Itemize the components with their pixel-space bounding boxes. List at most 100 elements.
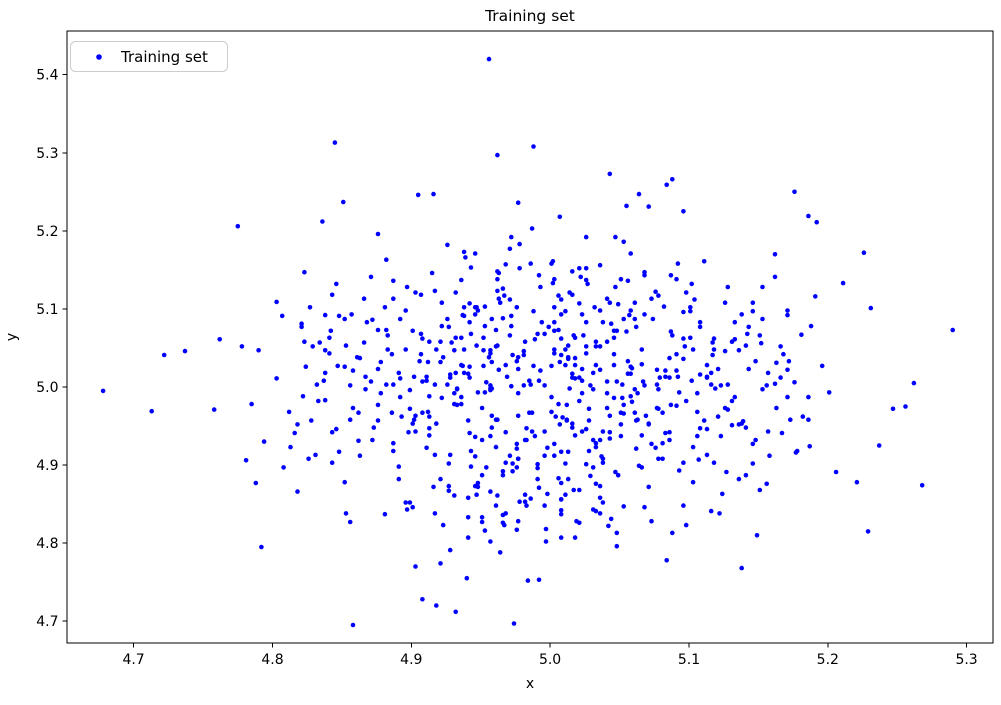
- data-point: [474, 492, 479, 498]
- data-point: [431, 191, 436, 197]
- data-point: [503, 262, 509, 267]
- data-point: [550, 280, 556, 286]
- data-point: [546, 324, 551, 330]
- data-point: [785, 312, 790, 318]
- data-point: [868, 305, 874, 311]
- data-point: [604, 390, 610, 396]
- data-point: [604, 405, 610, 411]
- data-point: [434, 421, 439, 426]
- data-point: [536, 485, 542, 491]
- data-point: [322, 348, 328, 353]
- data-point: [399, 414, 404, 419]
- data-point: [558, 312, 564, 317]
- data-point: [736, 348, 742, 353]
- data-point: [613, 234, 618, 240]
- data-point: [743, 425, 749, 430]
- data-point: [607, 413, 613, 419]
- data-point: [391, 448, 396, 454]
- data-point: [632, 387, 638, 392]
- data-point: [495, 152, 500, 158]
- data-point: [581, 333, 586, 338]
- data-point: [654, 367, 660, 373]
- data-point: [597, 308, 603, 313]
- data-point: [389, 351, 395, 357]
- data-point: [334, 426, 339, 432]
- data-point: [482, 323, 488, 329]
- data-point: [653, 445, 658, 451]
- legend-label: Training set: [120, 48, 208, 66]
- data-point: [524, 426, 529, 431]
- data-point: [479, 472, 485, 478]
- data-point: [321, 378, 327, 384]
- data-point: [600, 456, 606, 462]
- data-point: [472, 251, 478, 256]
- data-point: [446, 324, 452, 330]
- data-point: [549, 409, 554, 415]
- data-point: [261, 439, 267, 444]
- data-point: [579, 366, 585, 372]
- y-tick-label: 4.8: [36, 536, 58, 552]
- x-tick-label: 4.7: [122, 652, 144, 668]
- data-point: [286, 409, 292, 415]
- data-point: [704, 426, 710, 432]
- data-point: [404, 507, 410, 512]
- data-point: [493, 444, 499, 450]
- data-point: [500, 316, 506, 321]
- data-point: [633, 418, 639, 423]
- data-point: [507, 333, 513, 338]
- y-tick-label: 5.3: [36, 146, 58, 162]
- data-point: [563, 461, 568, 466]
- data-point: [739, 421, 744, 426]
- data-point: [663, 374, 668, 380]
- data-point: [563, 308, 568, 314]
- data-point: [656, 387, 661, 392]
- data-point: [307, 305, 313, 310]
- data-point: [663, 430, 668, 436]
- data-point: [660, 410, 665, 416]
- data-point: [806, 394, 811, 400]
- data-point: [514, 441, 520, 447]
- data-point: [765, 370, 771, 376]
- scatter-points: [100, 56, 955, 628]
- data-point: [334, 281, 339, 287]
- data-point: [299, 321, 304, 327]
- data-point: [495, 417, 500, 423]
- data-point: [778, 344, 783, 349]
- data-point: [482, 304, 488, 309]
- data-point: [583, 461, 589, 467]
- data-point: [510, 352, 515, 358]
- data-point: [819, 363, 825, 369]
- data-point: [363, 387, 368, 392]
- data-point: [650, 316, 656, 322]
- data-point: [447, 452, 453, 458]
- data-point: [681, 309, 686, 315]
- data-point: [792, 189, 797, 195]
- data-point: [681, 460, 686, 466]
- data-point: [438, 339, 443, 345]
- data-point: [572, 535, 578, 540]
- data-point: [445, 382, 450, 387]
- data-point: [653, 289, 658, 295]
- data-point: [424, 374, 429, 380]
- data-point: [500, 512, 506, 518]
- data-point: [396, 476, 402, 482]
- data-point: [743, 343, 749, 348]
- data-point: [503, 460, 509, 466]
- data-point: [427, 426, 432, 431]
- data-point: [295, 422, 300, 427]
- data-point: [347, 519, 353, 525]
- data-point: [668, 329, 674, 334]
- data-point: [628, 308, 633, 313]
- data-point: [704, 375, 710, 380]
- data-point: [688, 308, 693, 314]
- data-point: [510, 461, 515, 466]
- data-point: [343, 343, 349, 348]
- data-point: [459, 362, 464, 368]
- data-point: [336, 313, 342, 319]
- data-point: [434, 347, 439, 352]
- data-point: [577, 266, 582, 271]
- data-point: [482, 528, 488, 533]
- data-point: [590, 437, 596, 443]
- data-point: [656, 293, 661, 298]
